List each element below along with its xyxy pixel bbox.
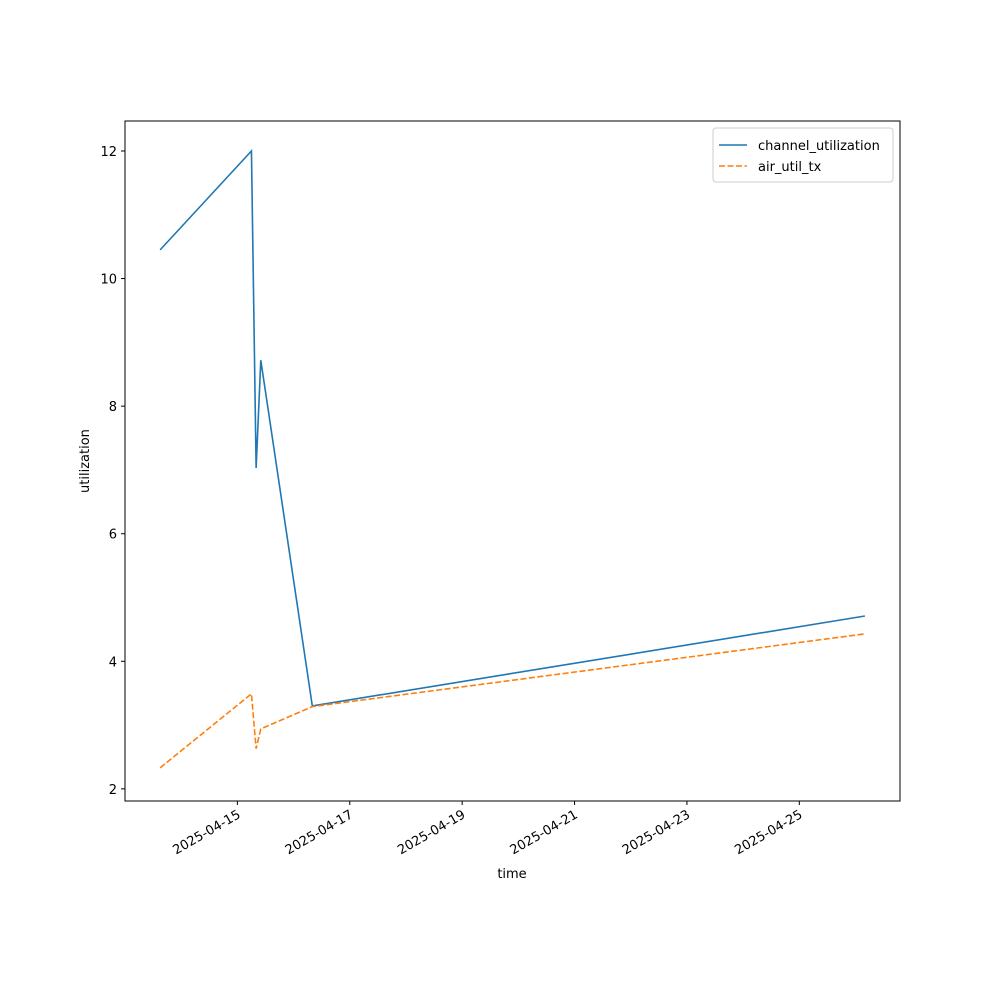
- y-tick-label: 10: [100, 273, 117, 288]
- y-tick-label: 8: [109, 400, 117, 415]
- x-tick-label: 2025-04-17: [283, 807, 356, 858]
- x-tick-label: 2025-04-23: [620, 807, 693, 858]
- legend-label: air_util_tx: [758, 160, 822, 175]
- x-tick-label: 2025-04-25: [732, 807, 805, 858]
- legend-box: [712, 127, 894, 183]
- series-line: [159, 633, 865, 769]
- plot-frame: [124, 120, 901, 802]
- x-tick-label: 2025-04-15: [170, 807, 243, 858]
- y-tick-label: 2: [109, 783, 117, 798]
- x-tick-label: 2025-04-21: [508, 807, 581, 858]
- y-tick-label: 6: [109, 528, 117, 543]
- y-tick-label: 4: [109, 655, 117, 670]
- series-line: [159, 148, 866, 707]
- legend-label: channel_utilization: [758, 139, 880, 154]
- y-tick-label: 12: [100, 145, 117, 160]
- x-axis-label: time: [497, 867, 526, 882]
- y-axis-label: utilization: [78, 429, 93, 493]
- x-tick-label: 2025-04-19: [395, 807, 468, 858]
